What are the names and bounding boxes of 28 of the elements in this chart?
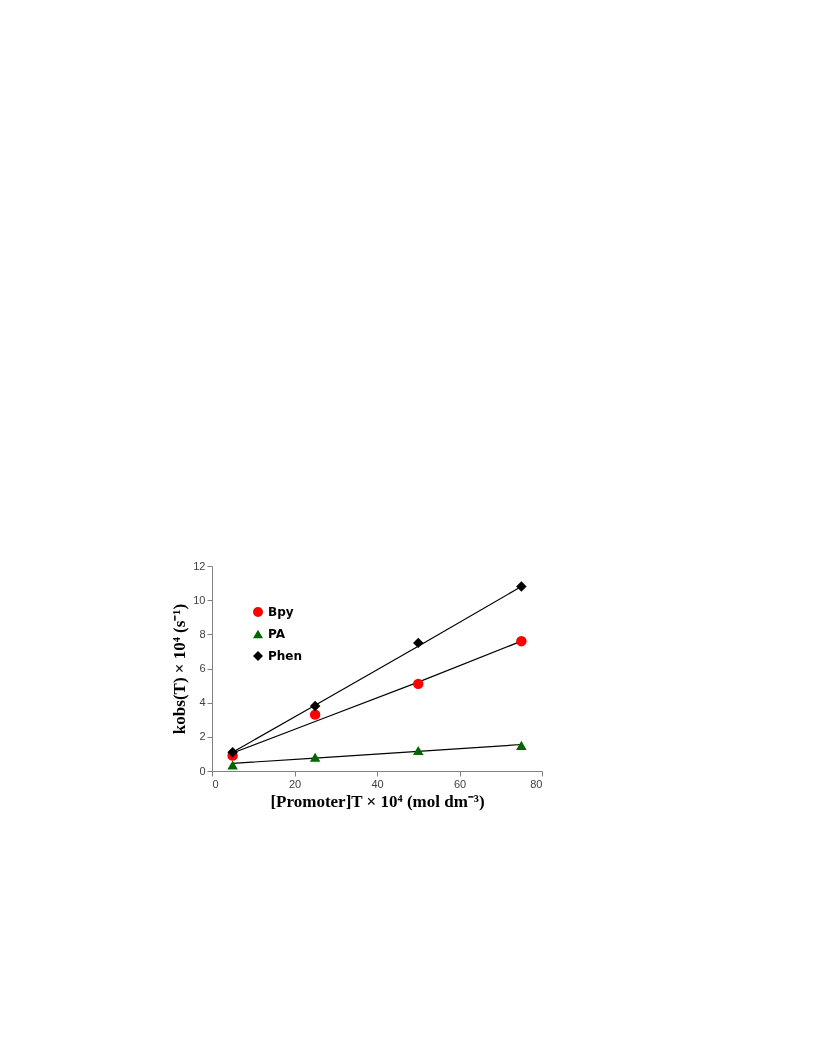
x-tick-label: 60 [453, 777, 467, 790]
x-tick-label: 20 [288, 777, 302, 790]
point [309, 752, 321, 762]
x-axis-title: [Promoter]T × 10⁴ (mol dm⁻³) [270, 791, 485, 811]
x-tick-label: 0 [212, 777, 219, 790]
y-axis-title: kobs(T) × 10⁴ (s⁻¹) [170, 603, 190, 735]
point [413, 678, 424, 690]
point [309, 700, 321, 712]
y-tick-label: 6 [199, 662, 206, 674]
point [516, 740, 527, 750]
y-tick-label: 2 [199, 730, 206, 743]
legend-label: Phen [268, 649, 303, 663]
y-tick-label: 12 [193, 559, 206, 572]
legend-label: Bpy [268, 605, 294, 619]
y-tick-label: 8 [199, 627, 206, 640]
x-tick-label: 80 [530, 777, 543, 790]
x-tick-label: 40 [371, 777, 384, 790]
point [413, 637, 424, 649]
y-tick-label: 4 [199, 696, 206, 709]
point [516, 635, 527, 647]
y-tick-label: 10 [193, 593, 206, 606]
point [413, 745, 424, 756]
point [309, 709, 321, 720]
point [227, 760, 238, 770]
point [227, 746, 238, 758]
point [516, 581, 527, 592]
legend-label: PA [268, 627, 286, 641]
y-tick-label: 0 [199, 764, 206, 777]
